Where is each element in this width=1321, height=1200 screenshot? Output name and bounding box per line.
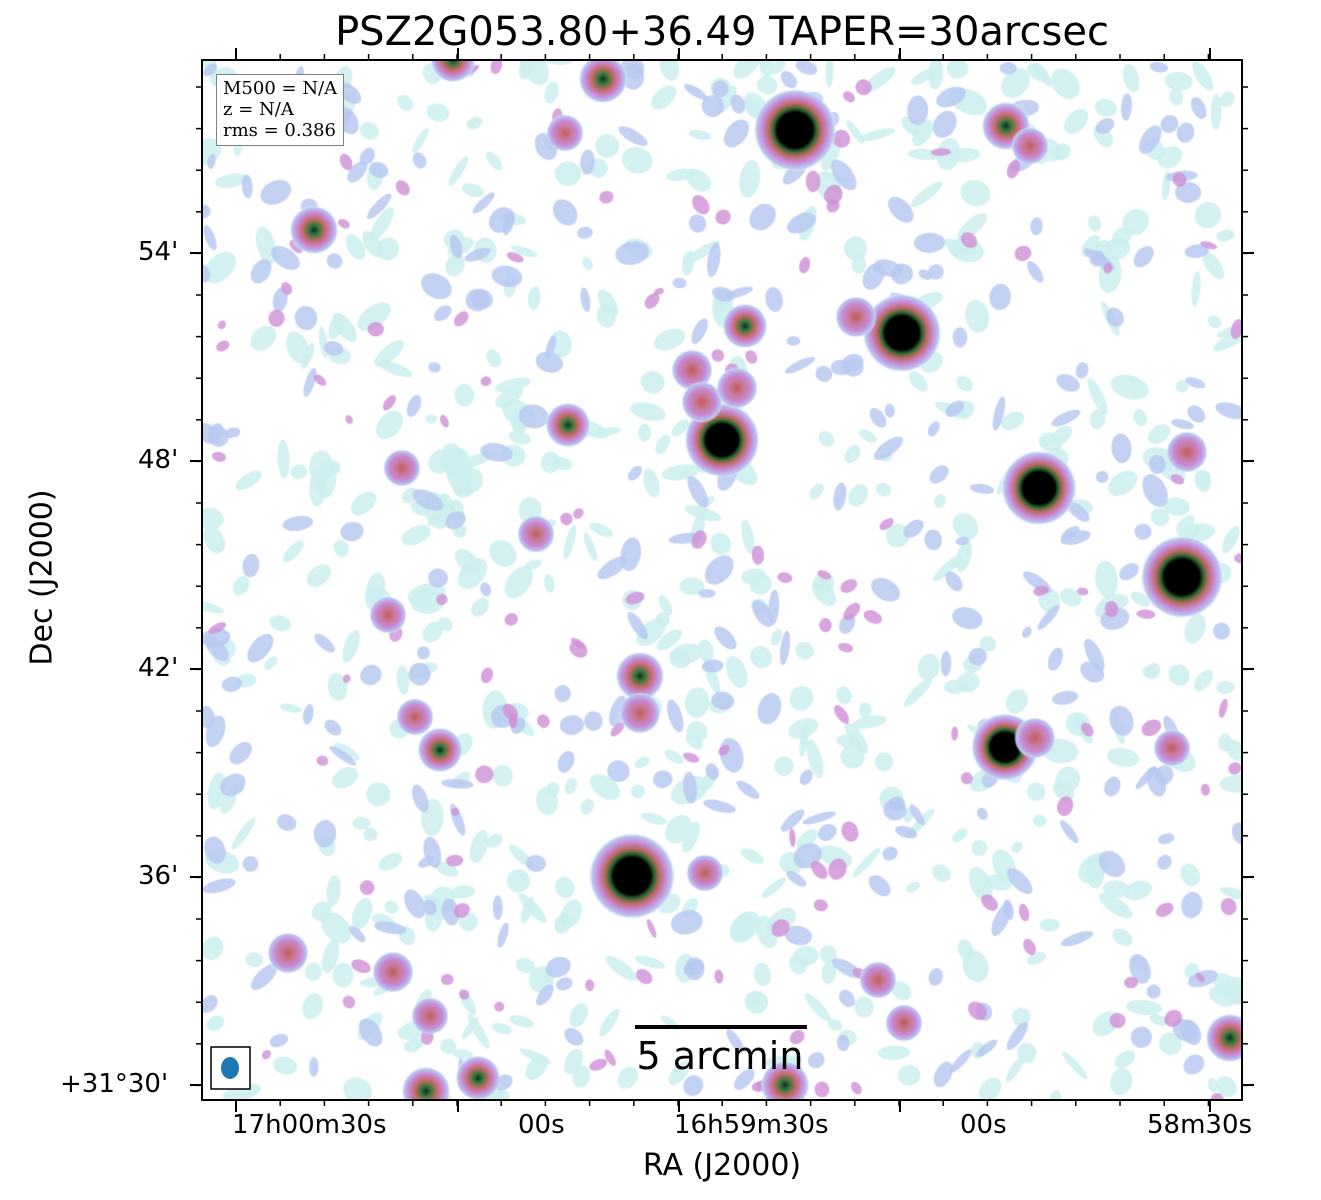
x-tick-label-4: 58m30s bbox=[1147, 1110, 1253, 1140]
y-tick-label-2: 42' bbox=[138, 653, 179, 683]
y-tick-label-3: 36' bbox=[138, 861, 179, 891]
y-axis-label: Dec (J2000) bbox=[24, 489, 60, 666]
scale-bar-label: 5 arcmin bbox=[636, 1034, 804, 1078]
radio-image-map bbox=[202, 60, 1242, 1100]
beam-ellipse bbox=[221, 1057, 239, 1079]
x-tick-label-1: 00s bbox=[518, 1110, 565, 1140]
plot-border bbox=[201, 59, 1243, 1101]
x-tick-label-0: 17h00m30s bbox=[232, 1110, 387, 1140]
y-tick-label-4: +31°30' bbox=[60, 1069, 169, 1099]
x-tick-label-2: 16h59m30s bbox=[674, 1110, 829, 1140]
x-axis-label: RA (J2000) bbox=[642, 1148, 802, 1183]
y-tick-label-0: 54' bbox=[138, 237, 179, 267]
y-tick-label-1: 48' bbox=[138, 445, 179, 475]
mass-text: M500 = N/A bbox=[223, 78, 338, 99]
redshift-text: z = N/A bbox=[223, 99, 294, 120]
axis-ticks bbox=[190, 48, 1254, 1112]
beam-indicator bbox=[210, 1046, 251, 1090]
rms-text: rms = 0.386 bbox=[223, 120, 336, 141]
x-tick-label-3: 00s bbox=[960, 1110, 1007, 1140]
info-box: M500 = N/A z = N/A rms = 0.386 bbox=[216, 74, 345, 146]
image-title: PSZ2G053.80+36.49 TAPER=30arcsec bbox=[335, 9, 1109, 55]
